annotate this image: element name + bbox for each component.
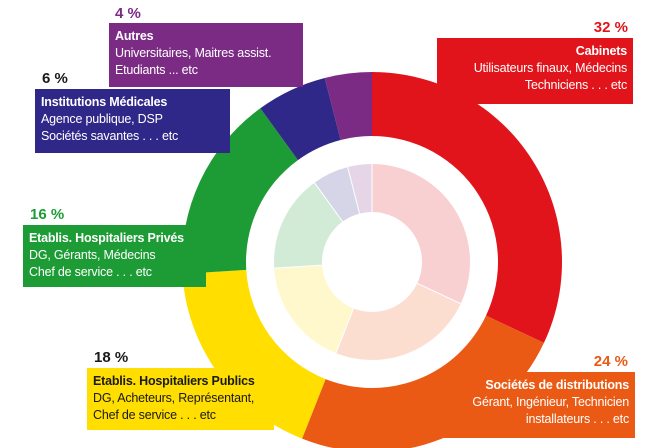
line-cabinets-2: Techniciens . . . etc <box>524 78 627 92</box>
line-cabinets-1: Utilisateurs finaux, Médecins <box>473 61 627 75</box>
inner-separator <box>274 264 323 269</box>
line-autres-1: Universitaires, Maitres assist. <box>115 46 272 60</box>
line-autres-2: Etudiants ... etc <box>115 63 198 77</box>
inner-separator <box>417 282 461 305</box>
outer-slice-institutions <box>260 77 341 161</box>
pct-autres: 4 % <box>115 5 141 22</box>
pct-publics: 18 % <box>94 349 129 366</box>
outer-slice-cabinets <box>372 72 562 343</box>
line-distributions-2: installateurs . . . etc <box>525 412 629 426</box>
label-box-distributions: Sociétés de distributions Gérant, Ingéni… <box>444 372 635 438</box>
label-box-autres: Autres Universitaires, Maitres assist. E… <box>109 23 303 87</box>
inner-slice-prives <box>274 182 343 269</box>
pct-institutions: 6 % <box>42 70 68 87</box>
line-prives-1: DG, Gérants, Médecins <box>29 248 156 262</box>
inner-separator <box>335 308 355 354</box>
outer-slice-autres <box>324 72 372 140</box>
inner-separator <box>347 166 361 214</box>
pct-prives: 16 % <box>30 206 65 223</box>
outer-slice-prives <box>181 108 298 274</box>
line-institutions-1: Agence publique, DSP <box>41 112 163 126</box>
title-cabinets: Cabinets <box>575 44 627 58</box>
line-publics-2: Chef de service . . . etc <box>93 408 216 422</box>
line-institutions-2: Sociétés savantes . . . etc <box>41 129 179 143</box>
title-prives: Etablis. Hospitaliers Privés <box>29 231 184 245</box>
outer-slice-publics <box>182 269 326 439</box>
title-distributions: Sociétés de distributions <box>485 378 629 392</box>
title-publics: Etablis. Hospitaliers Publics <box>93 374 255 388</box>
label-box-prives: Etablis. Hospitaliers Privés DG, Gérants… <box>23 225 206 287</box>
pct-cabinets: 32 % <box>593 19 628 36</box>
label-box-institutions: Institutions Médicales Agence publique, … <box>35 89 230 153</box>
inner-slice-distributions <box>335 283 461 361</box>
line-publics-1: DG, Acheteurs, Représentant, <box>93 391 255 405</box>
inner-slice-institutions <box>314 167 360 222</box>
title-autres: Autres <box>115 29 154 43</box>
inner-slice-publics <box>274 265 354 354</box>
label-box-publics: Etablis. Hospitaliers Publics DG, Achete… <box>87 368 274 430</box>
line-prives-2: Chef de service . . . etc <box>29 265 152 279</box>
pct-distributions: 24 % <box>593 353 628 370</box>
inner-slice-cabinets <box>372 164 470 304</box>
title-institutions: Institutions Médicales <box>41 95 168 109</box>
inner-slice-autres <box>347 164 372 214</box>
inner-separator <box>313 182 344 222</box>
line-distributions-1: Gérant, Ingénieur, Technicien <box>472 395 629 409</box>
label-box-cabinets: Cabinets Utilisateurs finaux, Médecins T… <box>437 38 633 104</box>
